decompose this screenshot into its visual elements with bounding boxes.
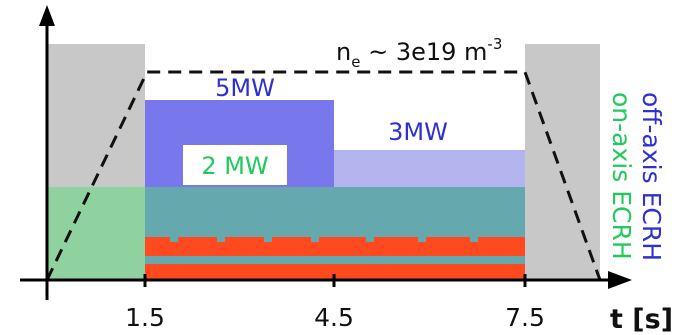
tick-label-3: 7.5 [505,303,545,332]
tick-label-1: 1.5 [125,303,165,332]
red-bar-lower [145,264,525,280]
density-annotation: ne ~ 3e19 m-3 [336,35,502,71]
off-axis-power-3mw [334,150,525,187]
time-axis-label: t [s] [610,304,673,335]
y-axis-arrowhead [39,5,55,26]
density-symbol: n [336,38,351,66]
density-value: ~ 3e19 m [360,38,487,66]
on-axis-legend: on-axis ECRH [607,92,636,260]
ramp-down-zone [525,44,600,280]
x-axis-arrowhead [608,271,632,289]
on-axis-label-box [183,145,287,185]
density-subscript: e [351,53,360,71]
off-axis-legend: off-axis ECRH [637,92,666,261]
tick-label-2: 4.5 [314,303,354,332]
density-trace [45,70,602,281]
off-axis-5mw-label: 5MW [215,74,275,102]
red-bar-upper [145,237,525,256]
density-exponent: -3 [487,35,502,53]
on-axis-2mw-label: 2 MW [201,152,268,180]
off-axis-3mw-label: 3MW [388,118,448,146]
